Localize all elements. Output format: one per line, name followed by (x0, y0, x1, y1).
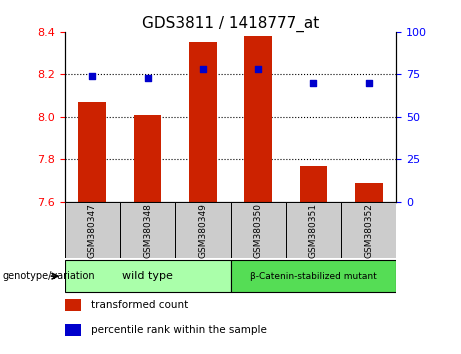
Bar (230, 260, 396, 292)
Text: β-Catenin-stabilized mutant: β-Catenin-stabilized mutant (250, 272, 377, 281)
Bar (286, 202, 341, 258)
Bar (78, 102, 106, 202)
Bar (189, 42, 217, 202)
Bar (65, 299, 81, 311)
Text: genotype/variation: genotype/variation (2, 271, 95, 281)
Bar (341, 202, 396, 258)
Point (144, 75, 151, 81)
Text: GSM380347: GSM380347 (88, 202, 97, 258)
Bar (65, 260, 230, 292)
Bar (244, 36, 272, 202)
Bar (120, 202, 175, 258)
Text: GSM380348: GSM380348 (143, 202, 152, 258)
Text: GSM380352: GSM380352 (364, 202, 373, 258)
Point (254, 67, 262, 72)
Bar (65, 202, 120, 258)
Text: percentile rank within the sample: percentile rank within the sample (91, 325, 267, 335)
Point (365, 80, 372, 86)
Bar (134, 115, 161, 202)
Text: wild type: wild type (122, 271, 173, 281)
Text: GSM380349: GSM380349 (198, 202, 207, 258)
Bar (355, 183, 383, 202)
Point (199, 67, 207, 72)
Text: GDS3811 / 1418777_at: GDS3811 / 1418777_at (142, 16, 319, 32)
Bar (175, 202, 230, 258)
Point (89, 73, 96, 79)
Text: GSM380351: GSM380351 (309, 202, 318, 258)
Point (310, 80, 317, 86)
Bar (230, 202, 286, 258)
Text: GSM380350: GSM380350 (254, 202, 263, 258)
Text: transformed count: transformed count (91, 300, 189, 310)
Bar (300, 166, 327, 202)
Bar (65, 324, 81, 336)
